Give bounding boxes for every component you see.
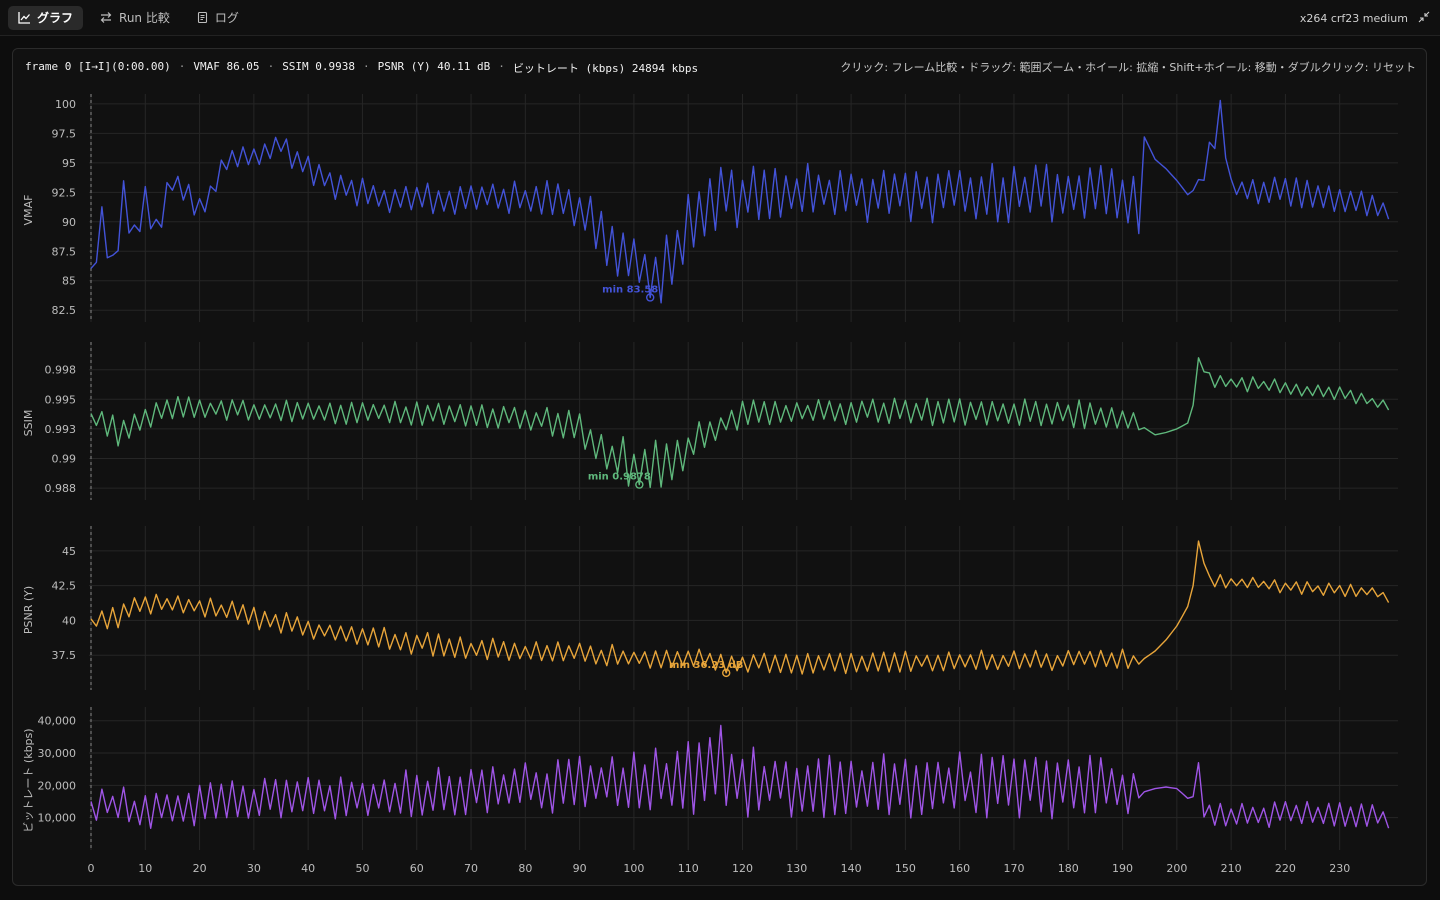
interaction-hint: クリック: フレーム比較・ドラッグ: 範囲ズーム・ホイール: 拡縮・Shift+…	[840, 61, 1416, 74]
separator: ·	[178, 60, 186, 73]
y-axis-label: VMAF	[22, 195, 35, 226]
y-axis-label: SSIM	[22, 410, 35, 437]
x-tick-label: 210	[1221, 862, 1242, 875]
y-tick-label: 40,000	[38, 715, 77, 728]
x-tick-label: 200	[1166, 862, 1187, 875]
top-bar: グラフ Run 比較 ログ x264 crf23 medium	[0, 0, 1440, 36]
y-tick-label: 95	[62, 157, 76, 170]
x-tick-label: 30	[247, 862, 261, 875]
y-tick-label: 42.5	[52, 580, 77, 593]
x-tick-label: 100	[623, 862, 644, 875]
collapse-icon[interactable]	[1418, 11, 1430, 26]
compare-arrows-icon	[99, 11, 113, 24]
psnr-min-marker	[722, 668, 731, 678]
x-tick-label: 60	[410, 862, 424, 875]
y-tick-label: 100	[55, 98, 76, 111]
x-tick-label: 150	[895, 862, 916, 875]
x-tick-label: 130	[786, 862, 807, 875]
x-tick-label: 230	[1329, 862, 1350, 875]
x-tick-label: 0	[88, 862, 95, 875]
y-tick-label: 10,000	[38, 812, 77, 825]
psnr-series-line	[90, 540, 1390, 675]
x-tick-label: 90	[573, 862, 587, 875]
x-tick-label: 190	[1112, 862, 1133, 875]
tab-graph[interactable]: グラフ	[8, 5, 84, 30]
x-tick-label: 220	[1275, 862, 1296, 875]
vmaf-min-marker	[646, 293, 655, 302]
tab-graph-label: グラフ	[37, 11, 74, 25]
x-tick-label: 180	[1058, 862, 1079, 875]
ssim-series-line	[90, 357, 1390, 489]
x-tick-label: 70	[464, 862, 478, 875]
tab-run-compare-label: Run 比較	[119, 11, 170, 25]
x-tick-label: 160	[949, 862, 970, 875]
separator: ·	[267, 60, 275, 73]
vmaf-min-label: min 83.58	[602, 284, 658, 295]
ssim-min-label: min 0.9878	[588, 472, 651, 483]
x-tick-label: 50	[355, 862, 369, 875]
ssim-readout: SSIM 0.9938	[282, 60, 356, 73]
x-tick-label: 110	[678, 862, 699, 875]
y-axis-label: ビットレート (kbps)	[22, 728, 35, 832]
log-icon	[196, 11, 209, 24]
line-chart-icon	[18, 11, 31, 24]
x-tick-label: 140	[841, 862, 862, 875]
tab-run-compare[interactable]: Run 比較	[89, 6, 180, 30]
x-tick-label: 40	[301, 862, 315, 875]
psnr-min-label: min 36.23 dB	[669, 660, 743, 671]
bitrate-series-line	[90, 724, 1390, 829]
y-tick-label: 85	[62, 275, 76, 288]
tab-log-label: ログ	[214, 11, 239, 25]
y-tick-label: 30,000	[38, 747, 77, 760]
y-tick-label: 0.998	[45, 364, 77, 377]
y-tick-label: 45	[62, 545, 76, 558]
y-tick-label: 0.995	[45, 393, 77, 406]
run-label: x264 crf23 medium	[1299, 11, 1408, 25]
y-tick-label: 40	[62, 614, 76, 627]
x-tick-label: 20	[193, 862, 207, 875]
separator: ·	[498, 60, 505, 73]
x-tick-label: 120	[732, 862, 753, 875]
tab-log[interactable]: ログ	[186, 6, 249, 30]
ssim-min-marker	[635, 480, 644, 489]
bitrate-readout: ビットレート (kbps) 24894 kbps	[512, 62, 699, 75]
frame-info-bar: frame 0 [I→I](0:00.00) · VMAF 86.05 · SS…	[25, 60, 699, 75]
y-tick-label: 37.5	[52, 649, 77, 662]
x-tick-label: 80	[518, 862, 532, 875]
separator: ·	[363, 60, 370, 73]
y-tick-label: 0.988	[45, 482, 77, 495]
y-tick-label: 82.5	[52, 304, 77, 317]
vmaf-readout: VMAF 86.05	[193, 60, 260, 73]
y-axis-label: PSNR (Y)	[22, 586, 35, 634]
top-right-area: x264 crf23 medium	[1300, 0, 1430, 36]
y-tick-label: 92.5	[52, 186, 77, 199]
y-tick-label: 0.99	[52, 453, 77, 466]
vmaf-series-line	[90, 99, 1390, 304]
y-tick-label: 0.993	[45, 423, 77, 436]
y-tick-label: 97.5	[52, 127, 77, 140]
frame-readout: frame 0 [I→I](0:00.00)	[25, 60, 171, 73]
y-tick-label: 87.5	[52, 245, 77, 258]
psnr-readout: PSNR (Y) 40.11 dB	[377, 60, 491, 73]
x-tick-label: 10	[138, 862, 152, 875]
y-tick-label: 20,000	[38, 779, 77, 792]
x-tick-label: 170	[1003, 862, 1024, 875]
y-tick-label: 90	[62, 216, 76, 229]
